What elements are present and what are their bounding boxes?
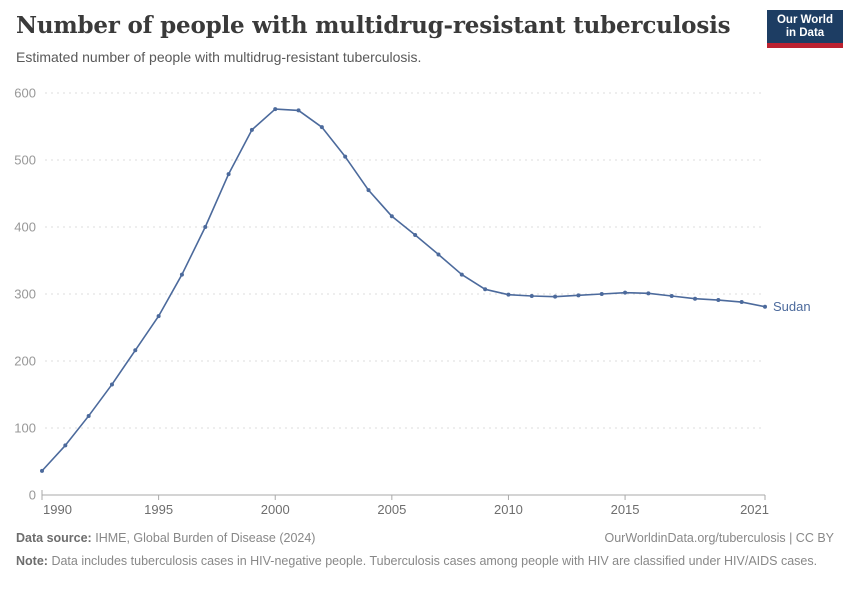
chart-header: Number of people with multidrug-resistan… — [16, 12, 750, 65]
data-point[interactable] — [133, 348, 138, 353]
x-axis-tick-label: 2005 — [377, 502, 406, 517]
owid-logo-line2: in Data — [785, 26, 825, 39]
data-source-label: Data source: — [16, 531, 92, 545]
data-point[interactable] — [179, 272, 184, 277]
y-axis-tick-label: 0 — [29, 488, 36, 503]
trend-line-sudan[interactable] — [41, 108, 766, 472]
x-axis-tick-label: 2021 — [740, 502, 769, 517]
y-axis-tick-label: 300 — [14, 287, 36, 302]
data-point[interactable] — [553, 294, 558, 299]
data-point[interactable] — [86, 413, 91, 418]
owid-cc-by-link[interactable]: OurWorldinData.org/tuberculosis | CC BY — [604, 531, 835, 545]
data-point[interactable] — [156, 314, 161, 319]
data-point[interactable] — [389, 214, 394, 219]
data-point[interactable] — [296, 108, 301, 113]
data-point[interactable] — [739, 300, 744, 305]
data-point[interactable] — [109, 382, 114, 387]
data-point[interactable] — [646, 291, 651, 296]
data-point[interactable] — [716, 298, 721, 303]
series-label-sudan[interactable]: Sudan — [773, 299, 811, 314]
page-subtitle: Estimated number of people with multidru… — [16, 48, 422, 65]
data-point[interactable] — [319, 125, 324, 130]
data-point[interactable] — [529, 294, 534, 299]
y-axis-tick-label: 600 — [14, 86, 36, 101]
owid-logo[interactable]: Our World in Data — [767, 10, 843, 48]
data-point[interactable] — [436, 252, 441, 257]
y-axis-tick-label: 500 — [14, 153, 36, 168]
data-point[interactable] — [623, 290, 628, 295]
data-point[interactable] — [203, 225, 208, 229]
chart-note: Note: Data includes tuberculosis cases i… — [16, 553, 834, 569]
y-axis-tick-label: 400 — [14, 220, 36, 235]
data-source-value: IHME, Global Burden of Disease (2024) — [95, 531, 316, 545]
owid-logo-line1: Our World — [776, 13, 833, 26]
data-point[interactable] — [483, 287, 488, 292]
data-point[interactable] — [506, 292, 511, 297]
x-axis-tick-label: 2015 — [611, 502, 640, 517]
x-axis-tick-label: 2010 — [494, 502, 523, 517]
x-axis-tick-label: 2000 — [261, 502, 290, 517]
data-point[interactable] — [63, 443, 68, 448]
data-point[interactable] — [413, 233, 418, 238]
data-point[interactable] — [273, 107, 278, 112]
data-point[interactable] — [343, 154, 348, 159]
page-title: Number of people with multidrug-resistan… — [16, 12, 731, 39]
chart-footer: Data source: IHME, Global Burden of Dise… — [16, 530, 834, 570]
data-point[interactable] — [693, 296, 698, 301]
data-point[interactable] — [249, 127, 254, 132]
y-axis-tick-label: 200 — [14, 354, 36, 369]
data-point[interactable] — [459, 272, 464, 277]
note-value: Data includes tuberculosis cases in HIV-… — [51, 554, 818, 569]
data-source: Data source: IHME, Global Burden of Dise… — [16, 530, 315, 546]
data-point[interactable] — [366, 188, 371, 193]
x-axis-tick-label: 1995 — [144, 502, 173, 517]
data-point[interactable] — [669, 294, 674, 299]
data-point[interactable] — [226, 172, 231, 177]
line-chart: 0 100 200 300 400 500 600 1990 1995 2000 2005 2010 2… — [14, 86, 811, 518]
x-axis-tick-label: 1990 — [43, 502, 72, 517]
note-label: Note: — [16, 554, 48, 569]
data-point[interactable] — [763, 304, 767, 309]
data-point[interactable] — [576, 293, 581, 298]
y-axis-tick-label: 100 — [14, 421, 36, 436]
data-point[interactable] — [599, 292, 604, 296]
data-point[interactable] — [40, 468, 44, 473]
